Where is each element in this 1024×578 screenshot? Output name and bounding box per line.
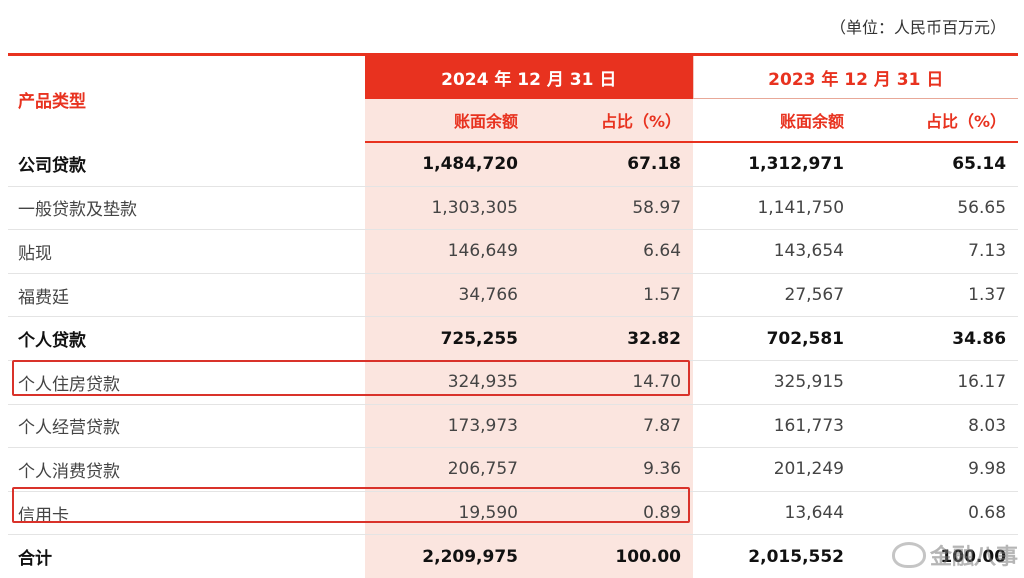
unit-label: （单位：人民币百万元）	[829, 18, 1006, 37]
row-name: 个人消费贷款	[8, 447, 365, 492]
weibo-logo-icon	[891, 542, 926, 568]
cell-balance-2023: 13,644	[693, 491, 857, 536]
cell-share-2024: 0.89	[530, 491, 694, 536]
cell-balance-2023: 161,773	[693, 404, 857, 449]
table-row: 一般贷款及垫款 1,303,305 58.97 1,141,750 56.65	[8, 186, 1019, 231]
row-name: 贴现	[8, 229, 365, 274]
cell-balance-2024: 19,590	[365, 491, 530, 536]
cell-share-2024: 100.00	[530, 534, 694, 578]
cell-balance-2024: 1,484,720	[365, 142, 530, 187]
cell-share-2023: 56.65	[856, 186, 1019, 231]
row-name: 个人经营贷款	[8, 404, 365, 449]
cell-share-2024: 32.82	[530, 316, 694, 361]
cell-balance-2024: 1,303,305	[365, 186, 530, 231]
row-name: 个人贷款	[8, 316, 365, 361]
cell-balance-2023: 702,581	[693, 316, 857, 361]
row-name: 合计	[18, 549, 52, 570]
cell-share-2024: 1.57	[530, 273, 694, 318]
row-name: 福费廷	[8, 273, 365, 318]
header-2023-share: 占比（%）	[856, 98, 1019, 143]
table-row: 合计 2,209,975 100.00 2,015,552 100.00	[8, 534, 1018, 578]
cell-share-2024: 7.87	[530, 404, 694, 449]
cell-balance-2024: 2,209,975	[365, 534, 530, 578]
table-row: 个人消费贷款 206,757 9.36 201,249 9.98	[8, 447, 1019, 492]
header-product-type: 产品类型	[18, 91, 86, 112]
row-name: 一般贷款及垫款	[8, 186, 365, 231]
cell-share-2023: 34.86	[856, 316, 1019, 361]
cell-balance-2024: 206,757	[365, 447, 530, 492]
watermark: 金融八事	[891, 539, 1018, 571]
cell-balance-2024: 324,935	[365, 360, 530, 405]
cell-share-2023: 0.68	[856, 491, 1019, 536]
cell-balance-2023: 27,567	[693, 273, 857, 318]
cell-share-2023: 9.98	[856, 447, 1019, 492]
row-name: 信用卡	[8, 491, 365, 536]
table-row: 信用卡 19,590 0.89 13,644 0.68	[8, 491, 1019, 536]
cell-share-2023: 16.17	[856, 360, 1019, 405]
cell-balance-2023: 201,249	[693, 447, 857, 492]
row-name: 公司贷款	[8, 142, 365, 187]
cell-share-2024: 58.97	[530, 186, 694, 231]
cell-share-2024: 14.70	[530, 360, 694, 405]
table-row: 公司贷款 1,484,720 67.18 1,312,971 65.14	[8, 142, 1019, 187]
table-row: 个人经营贷款 173,973 7.87 161,773 8.03	[8, 404, 1019, 449]
cell-balance-2024: 173,973	[365, 404, 530, 449]
cell-share-2024: 9.36	[530, 447, 694, 492]
header-2024-share: 占比（%）	[530, 98, 694, 143]
header-2023-book-balance: 账面余额	[693, 98, 857, 143]
cell-share-2023: 1.37	[856, 273, 1019, 318]
cell-balance-2023: 1,312,971	[693, 142, 857, 187]
loan-table-wrap: 产品类型 2024 年 12 月 31 日 2023 年 12 月 31 日 账…	[8, 53, 1019, 578]
cell-balance-2023: 143,654	[693, 229, 857, 274]
cell-balance-2023: 325,915	[693, 360, 857, 405]
cell-share-2023: 7.13	[856, 229, 1019, 274]
cell-share-2023: 100.00	[940, 546, 1007, 567]
cell-balance-2023: 1,141,750	[693, 186, 857, 231]
header-2024-book-balance: 账面余额	[365, 98, 530, 143]
cell-balance-2024: 725,255	[365, 316, 530, 361]
cell-balance-2024: 34,766	[365, 273, 530, 318]
loan-table: 产品类型 2024 年 12 月 31 日 2023 年 12 月 31 日 账…	[8, 53, 1019, 578]
cell-share-2023: 65.14	[856, 142, 1019, 187]
watermark-text: 金融八事	[929, 545, 1018, 570]
table-row: 福费廷 34,766 1.57 27,567 1.37	[8, 273, 1019, 318]
cell-share-2024: 67.18	[530, 142, 694, 187]
cell-balance-2024: 146,649	[365, 229, 530, 274]
row-name: 个人住房贷款	[8, 360, 365, 405]
table-row: 贴现 146,649 6.64 143,654 7.13	[8, 229, 1019, 274]
header-year-2023: 2023 年 12 月 31 日	[692, 54, 1019, 99]
table-row: 个人住房贷款 324,935 14.70 325,915 16.17	[8, 360, 1019, 405]
header-year-2024: 2024 年 12 月 31 日	[365, 54, 694, 99]
cell-share-2023: 8.03	[856, 404, 1019, 449]
cell-share-2024: 6.64	[530, 229, 694, 274]
table-row: 个人贷款 725,255 32.82 702,581 34.86	[8, 316, 1019, 361]
cell-balance-2023: 2,015,552	[748, 546, 845, 567]
